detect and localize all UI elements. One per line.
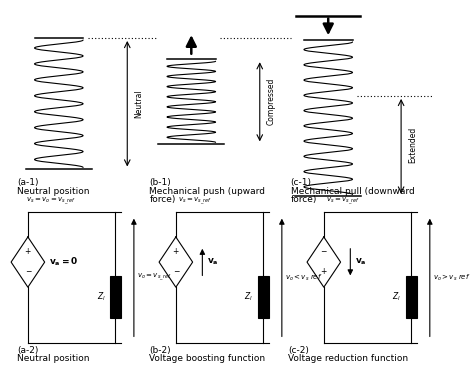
Text: $v_s = v_o = v_{s\_ref}$: $v_s = v_o = v_{s\_ref}$ [26,196,76,207]
Text: $\mathbf{v_a}$: $\mathbf{v_a}$ [207,257,219,267]
Text: Neutral: Neutral [134,89,143,118]
FancyBboxPatch shape [258,276,269,318]
Text: $\mathbf{v_a = 0}$: $\mathbf{v_a = 0}$ [49,256,78,268]
Text: (a-1): (a-1) [17,178,38,187]
Text: $v_o < v_s\ ref$: $v_o < v_s\ ref$ [285,272,323,283]
Text: +: + [320,267,327,276]
Text: $\mathbf{v_a}$: $\mathbf{v_a}$ [355,257,366,267]
Text: force): force) [291,195,317,204]
Text: (c-1): (c-1) [291,178,312,187]
Text: +: + [173,247,179,256]
Text: Extended: Extended [408,127,417,163]
Text: −: − [173,267,179,276]
Text: +: + [25,247,31,256]
Text: $Z_l$: $Z_l$ [392,291,401,303]
Text: Compressed: Compressed [267,78,276,126]
Text: Voltage reduction function: Voltage reduction function [289,354,409,363]
Polygon shape [11,237,45,287]
Text: Voltage boosting function: Voltage boosting function [149,354,265,363]
Text: force): force) [149,195,176,204]
Text: $Z_l$: $Z_l$ [97,291,105,303]
Text: $v_s = v_{s\_ref}$: $v_s = v_{s\_ref}$ [178,196,212,207]
Text: (b-2): (b-2) [149,346,171,355]
FancyBboxPatch shape [406,276,417,318]
Text: (b-1): (b-1) [149,178,171,187]
Polygon shape [307,237,341,287]
Text: Neutral position: Neutral position [17,354,89,363]
Text: (c-2): (c-2) [289,346,310,355]
Text: $v_o = v_{s\_ref}$: $v_o = v_{s\_ref}$ [137,272,172,283]
Text: (a-2): (a-2) [17,346,38,355]
Polygon shape [159,237,192,287]
Text: $Z_l$: $Z_l$ [245,291,254,303]
FancyBboxPatch shape [110,276,121,318]
Text: −: − [25,267,31,276]
Text: Neutral position: Neutral position [17,187,89,196]
Text: $v_o > v_s\ ref$: $v_o > v_s\ ref$ [433,272,471,283]
Text: Mechanical pull (downward: Mechanical pull (downward [291,187,414,196]
Text: Mechanical push (upward: Mechanical push (upward [149,187,265,196]
Text: $v_s = v_{s\_ref}$: $v_s = v_{s\_ref}$ [326,196,360,207]
Text: −: − [320,247,327,256]
